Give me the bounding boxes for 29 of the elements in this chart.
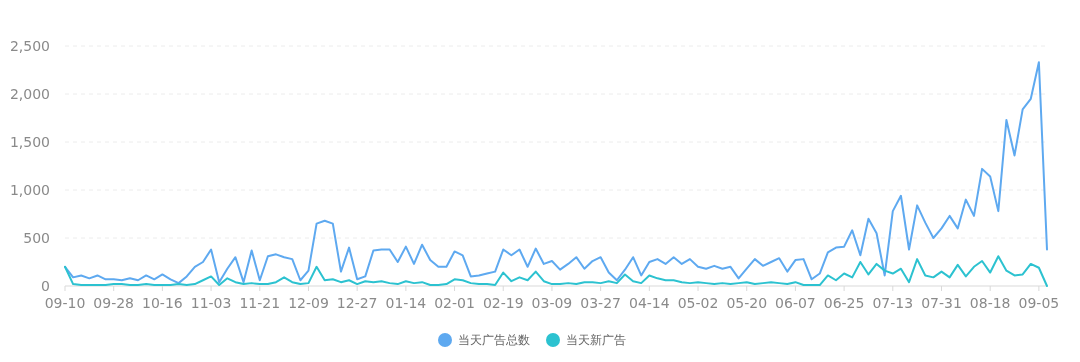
x-tick-label: 03-09 (531, 295, 573, 311)
x-tick-label: 06-07 (775, 295, 816, 311)
x-tick-label: 12-09 (288, 295, 329, 311)
x-tick-label: 10-16 (142, 295, 183, 311)
x-tick-label: 07-13 (872, 295, 914, 311)
x-tick-label: 03-27 (580, 295, 621, 311)
y-tick-label: 1,000 (9, 182, 50, 198)
legend-label: 当天广告总数 (458, 333, 530, 347)
x-tick-label: 09-05 (1018, 295, 1060, 311)
x-tick-label: 08-18 (969, 295, 1011, 311)
x-tick-label: 11-21 (239, 295, 281, 311)
x-tick-label: 06-25 (823, 295, 865, 311)
y-tick-label: 0 (41, 278, 50, 294)
x-tick-label: 07-31 (921, 295, 962, 311)
y-tick-label: 1,500 (9, 134, 50, 150)
x-tick-label: 09-28 (93, 295, 135, 311)
x-tick-label: 12-27 (336, 295, 378, 311)
x-tick-label: 09-10 (44, 295, 86, 311)
x-tick-label: 02-01 (434, 295, 475, 311)
x-tick-label: 05-20 (726, 295, 768, 311)
legend-label: 当天新广告 (566, 333, 626, 347)
x-tick-label: 02-19 (482, 295, 524, 311)
y-tick-label: 2,500 (9, 38, 50, 54)
x-tick-label: 04-14 (628, 295, 670, 311)
x-tick-label: 05-02 (677, 295, 719, 311)
y-tick-label: 2,000 (9, 86, 50, 102)
y-tick-label: 500 (23, 230, 50, 246)
x-tick-label: 11-03 (190, 295, 232, 311)
x-tick-label: 01-14 (385, 295, 427, 311)
